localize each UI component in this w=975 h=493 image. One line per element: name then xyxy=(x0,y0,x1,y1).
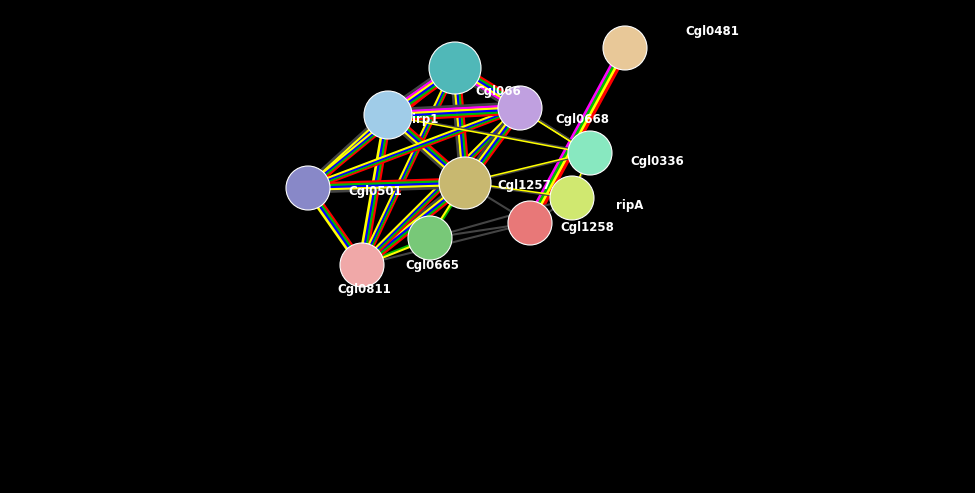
Circle shape xyxy=(429,42,481,94)
Text: Cgl0481: Cgl0481 xyxy=(685,25,739,37)
Text: Cgl0665: Cgl0665 xyxy=(405,258,459,272)
Text: Cgl0336: Cgl0336 xyxy=(630,154,683,168)
Circle shape xyxy=(364,91,412,139)
Text: Cgl0668: Cgl0668 xyxy=(555,112,609,126)
Circle shape xyxy=(603,26,647,70)
Text: Cgl0501: Cgl0501 xyxy=(348,184,402,198)
Text: Cgl1258: Cgl1258 xyxy=(560,221,614,235)
Circle shape xyxy=(498,86,542,130)
Circle shape xyxy=(439,157,491,209)
Circle shape xyxy=(340,243,384,287)
Circle shape xyxy=(408,216,452,260)
Circle shape xyxy=(286,166,330,210)
Text: ripA: ripA xyxy=(616,200,644,212)
Circle shape xyxy=(508,201,552,245)
Text: Cgl066: Cgl066 xyxy=(475,84,521,98)
Text: Cgl0811: Cgl0811 xyxy=(337,283,391,296)
Circle shape xyxy=(568,131,612,175)
Text: irp1: irp1 xyxy=(412,112,439,126)
Text: Cgl1257: Cgl1257 xyxy=(497,178,551,191)
Circle shape xyxy=(550,176,594,220)
